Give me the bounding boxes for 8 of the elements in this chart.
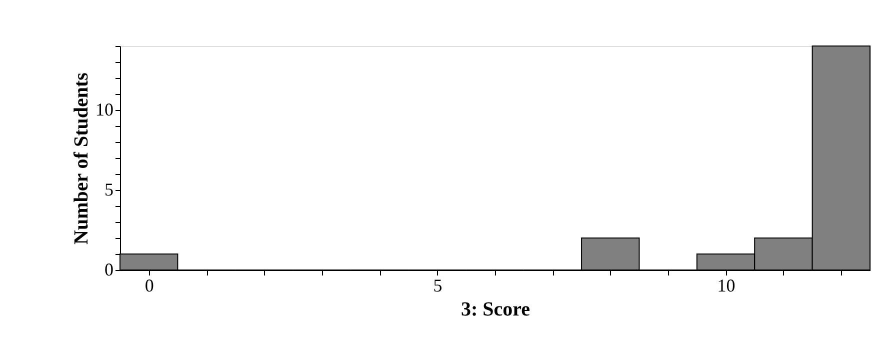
x-tick-label: 5: [433, 276, 442, 296]
x-tick-label: 10: [717, 276, 736, 296]
y-tick-label: 5: [104, 180, 114, 200]
y-tick-label: 10: [96, 100, 114, 120]
x-axis-title: 3: Score: [460, 298, 530, 320]
y-tick-label: 0: [104, 260, 114, 280]
y-axis-title: Number of Students: [70, 72, 92, 244]
x-tick-label: 0: [144, 276, 154, 296]
